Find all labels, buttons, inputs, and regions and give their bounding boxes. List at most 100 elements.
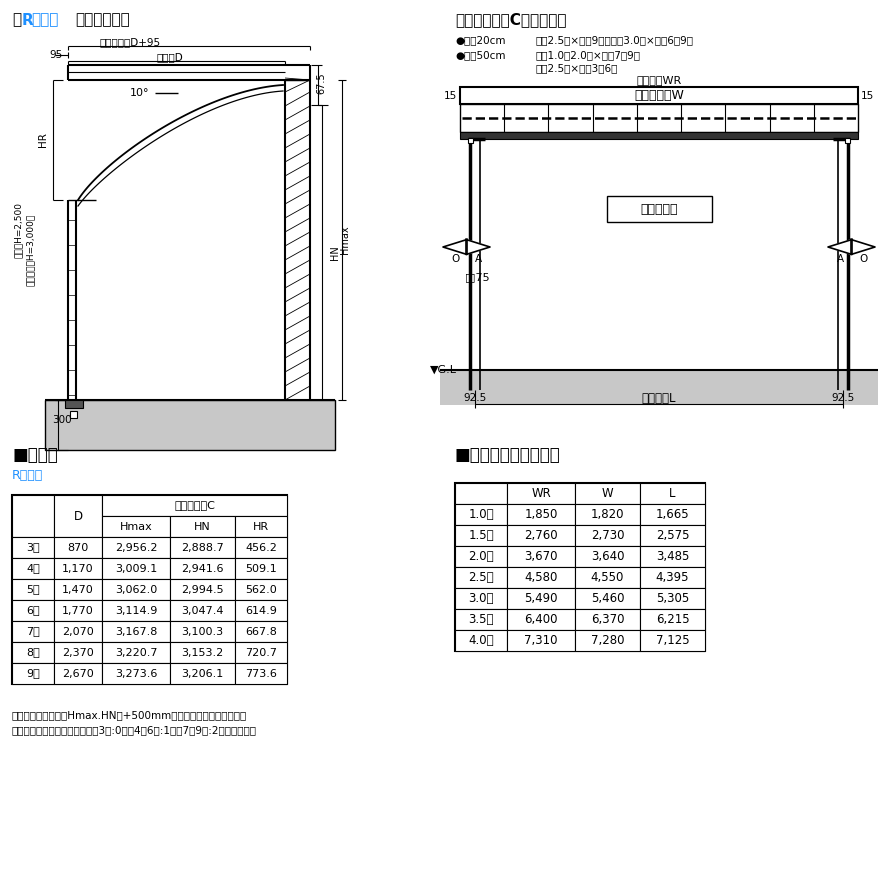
- Text: 720.7: 720.7: [245, 648, 277, 657]
- Text: 2,575: 2,575: [656, 529, 689, 542]
- Text: 509.1: 509.1: [246, 563, 277, 574]
- Text: 15: 15: [861, 91, 874, 100]
- Text: 3.5間: 3.5間: [468, 613, 494, 626]
- Bar: [455, 483, 507, 504]
- Bar: [12, 579, 54, 600]
- Bar: [507, 525, 575, 546]
- Text: ・中桁は垂木１ピッチ当たり、3尺:0本、4～6尺:1本、7～9尺:2本入ります。: ・中桁は垂木１ピッチ当たり、3尺:0本、4～6尺:1本、7～9尺:2本入ります。: [12, 725, 257, 735]
- Bar: [235, 558, 287, 579]
- Text: 6尺: 6尺: [26, 605, 40, 615]
- Bar: [640, 546, 705, 567]
- Text: 2.0間: 2.0間: [468, 550, 494, 563]
- Text: 6,215: 6,215: [656, 613, 689, 626]
- Text: 1,820: 1,820: [590, 508, 624, 521]
- Bar: [12, 663, 54, 684]
- Bar: [455, 567, 507, 588]
- Text: 柱移動位置: 柱移動位置: [641, 202, 678, 216]
- Text: ■寸法表: ■寸法表: [12, 446, 58, 464]
- Text: 3,062.0: 3,062.0: [115, 584, 158, 595]
- Bar: [170, 642, 235, 663]
- Text: HR: HR: [253, 522, 269, 532]
- Bar: [170, 600, 235, 621]
- Bar: [235, 621, 287, 642]
- Bar: [65, 400, 83, 408]
- Text: Hmax: Hmax: [340, 225, 350, 254]
- Text: 前枠タイプC: 前枠タイプC: [174, 501, 215, 510]
- Bar: [455, 609, 507, 630]
- Bar: [575, 483, 640, 504]
- Bar: [575, 630, 640, 651]
- Bar: [507, 588, 575, 609]
- Bar: [440, 370, 878, 405]
- Text: 3,047.4: 3,047.4: [181, 605, 224, 615]
- Text: 間口2.5間×出幅9尺、間口3.0間×出幅6～9尺: 間口2.5間×出幅9尺、間口3.0間×出幅6～9尺: [535, 35, 693, 45]
- Bar: [575, 609, 640, 630]
- Text: ・ロング柱の場合はHmax.HNに+500mm加算した尿法になります。: ・ロング柱の場合はHmax.HNに+500mm加算した尿法になります。: [12, 710, 247, 720]
- Text: R: R: [22, 12, 33, 27]
- Bar: [102, 537, 170, 558]
- Text: 15: 15: [444, 91, 457, 100]
- Text: 【: 【: [12, 12, 21, 27]
- Text: W: W: [602, 487, 613, 500]
- Text: 5,305: 5,305: [656, 592, 689, 605]
- Text: O: O: [859, 254, 867, 264]
- Text: 1.5間: 1.5間: [468, 529, 494, 542]
- Text: 3,206.1: 3,206.1: [181, 669, 224, 678]
- Text: 773.6: 773.6: [245, 669, 277, 678]
- Text: 3,640: 3,640: [590, 550, 624, 563]
- Bar: [12, 495, 54, 537]
- Bar: [170, 579, 235, 600]
- Bar: [460, 104, 858, 132]
- Bar: [235, 537, 287, 558]
- Bar: [235, 663, 287, 684]
- Bar: [455, 546, 507, 567]
- Text: 1,665: 1,665: [656, 508, 689, 521]
- Bar: [235, 600, 287, 621]
- Text: 4尺: 4尺: [26, 563, 40, 574]
- Bar: [12, 495, 287, 684]
- Bar: [54, 621, 102, 642]
- Bar: [455, 588, 507, 609]
- Bar: [12, 558, 54, 579]
- Text: 3,114.9: 3,114.9: [114, 605, 158, 615]
- Bar: [45, 400, 335, 450]
- Text: ▼G.L: ▼G.L: [430, 365, 457, 375]
- Bar: [235, 579, 287, 600]
- Text: 456.2: 456.2: [245, 542, 277, 553]
- Bar: [507, 546, 575, 567]
- Text: 標準柱H=2,500: 標準柱H=2,500: [13, 202, 23, 258]
- Bar: [170, 663, 235, 684]
- Bar: [575, 567, 640, 588]
- Bar: [54, 537, 102, 558]
- Text: 6,400: 6,400: [524, 613, 558, 626]
- Text: 1,770: 1,770: [62, 605, 94, 615]
- Bar: [235, 516, 287, 537]
- Text: 7,310: 7,310: [524, 634, 558, 647]
- Text: A: A: [836, 254, 844, 264]
- Text: 5,490: 5,490: [524, 592, 558, 605]
- Text: （ロング柱H=3,000）: （ロング柱H=3,000）: [26, 214, 34, 286]
- Text: 【前枠タイプC　正面図】: 【前枠タイプC 正面図】: [455, 12, 567, 27]
- Text: 3,167.8: 3,167.8: [114, 627, 158, 636]
- Bar: [468, 138, 473, 143]
- Bar: [455, 483, 705, 651]
- Bar: [54, 642, 102, 663]
- Text: 1,850: 1,850: [524, 508, 558, 521]
- Text: 2.5間: 2.5間: [468, 571, 494, 584]
- Text: 1.0間: 1.0間: [468, 508, 494, 521]
- Text: ●積雪20cm: ●積雪20cm: [455, 35, 505, 45]
- Polygon shape: [466, 239, 490, 254]
- Text: Hmax: Hmax: [120, 522, 152, 532]
- Bar: [575, 546, 640, 567]
- Text: 2,070: 2,070: [62, 627, 94, 636]
- Text: 562.0: 562.0: [246, 584, 277, 595]
- Bar: [507, 567, 575, 588]
- Bar: [54, 558, 102, 579]
- Text: 2,888.7: 2,888.7: [181, 542, 224, 553]
- Bar: [235, 642, 287, 663]
- Bar: [170, 537, 235, 558]
- Bar: [507, 504, 575, 525]
- Bar: [12, 600, 54, 621]
- Text: ■寸法表（間口方向）: ■寸法表（間口方向）: [455, 446, 561, 464]
- Text: D: D: [73, 510, 83, 523]
